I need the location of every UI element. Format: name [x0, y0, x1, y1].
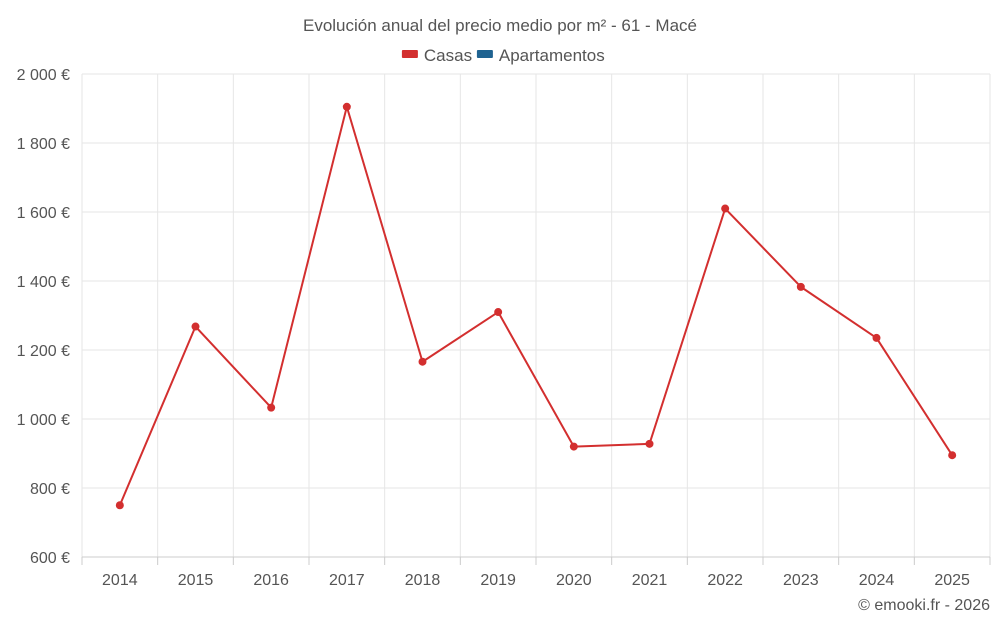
x-tick-label: 2022: [707, 572, 743, 589]
y-tick-label: 1 200 €: [17, 343, 70, 360]
axes: [81, 556, 991, 565]
y-tick-label: 600 €: [30, 550, 70, 567]
data-point-casas-2020: [569, 442, 578, 451]
x-grid: [81, 74, 991, 557]
data-point-casas-2014: [115, 501, 124, 510]
x-tick-label: 2019: [480, 572, 516, 589]
data-point-casas-2019: [494, 308, 503, 317]
legend-swatch-0: [401, 50, 418, 58]
x-tick-labels: 2014 2015 2016 2017 2018 2019 2020 2021 2022 2023…: [102, 572, 970, 589]
data-point-casas-2016: [267, 403, 276, 412]
legend-label-1: Apartamentos: [499, 46, 605, 65]
data-point-casas-2015: [191, 322, 200, 331]
x-tick-label: 2023: [783, 572, 819, 589]
series-line-casas: [118, 105, 954, 506]
x-tick-label: 2021: [632, 572, 668, 589]
x-tick-label: 2018: [405, 572, 441, 589]
y-tick-label: 2 000 €: [17, 67, 70, 84]
y-tick-label: 800 €: [30, 481, 70, 498]
data-point-casas-2018: [418, 357, 427, 366]
x-tick-label: 2016: [253, 572, 289, 589]
legend-label-0: Casas: [424, 46, 472, 65]
x-tick-label: 2017: [329, 572, 365, 589]
data-point-casas-2017: [342, 102, 351, 111]
data-point-casas-2024: [872, 333, 881, 342]
legend-swatch-1: [476, 50, 493, 58]
x-tick-label: 2014: [102, 572, 138, 589]
data-point-casas-2023: [796, 282, 805, 291]
data-point-casas-2025: [948, 451, 957, 460]
y-tick-label: 1 400 €: [17, 274, 70, 291]
x-tick-label: 2025: [934, 572, 970, 589]
x-tick-label: 2020: [556, 572, 592, 589]
data-point-casas-2021: [645, 439, 654, 448]
x-tick-label: 2024: [859, 572, 895, 589]
series-layer: [115, 102, 957, 510]
y-tick-labels: 600 € 800 € 1 000 € 1 200 € 1 400 € 1 600 € 1 …: [17, 67, 70, 567]
y-tick-label: 1 000 €: [17, 412, 70, 429]
x-tick-label: 2015: [178, 572, 214, 589]
y-tick-label: 1 800 €: [17, 136, 70, 153]
y-tick-label: 1 600 €: [17, 205, 70, 222]
data-point-casas-2022: [721, 204, 730, 213]
credit-text: © emooki.fr - 2026: [858, 597, 990, 614]
chart-title: Evolución anual del precio medio por m² …: [303, 16, 697, 35]
legend: Casas Apartamentos: [401, 46, 605, 65]
